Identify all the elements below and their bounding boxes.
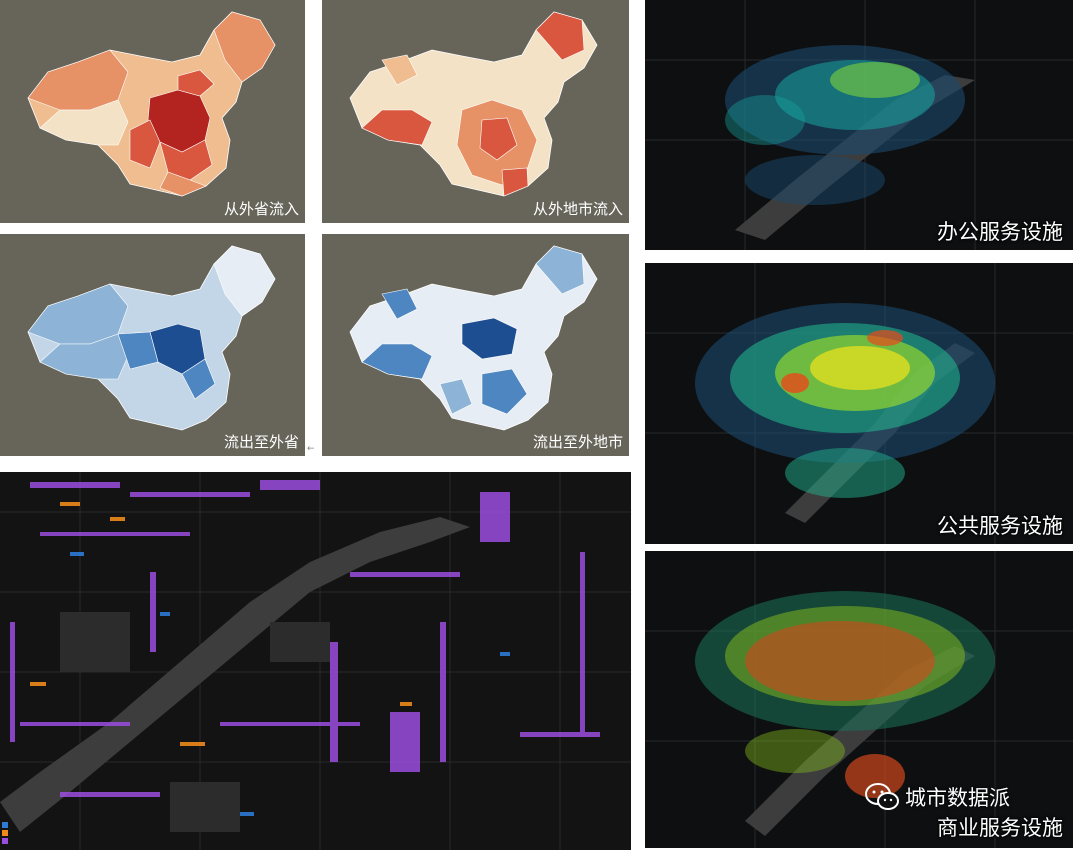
caption-office-services: 办公服务设施 (937, 220, 1063, 244)
heat-dots (725, 45, 965, 205)
purple-parcels (10, 480, 600, 797)
china-choropleth-outflow-province (27, 245, 276, 431)
map-outflow-province: 流出至外省 (0, 234, 305, 456)
heat-dots (695, 303, 995, 498)
district-block (60, 612, 130, 672)
map-office-services: 办公服务设施 (645, 0, 1073, 250)
legend-item (2, 822, 11, 828)
caption-public-services: 公共服务设施 (937, 514, 1063, 538)
china-shape (27, 11, 276, 197)
river (745, 646, 975, 836)
wechat-watermark: 城市数据派 (865, 782, 1010, 812)
map-inflow-province: 从外省流入 (0, 0, 305, 223)
landuse-canvas (0, 472, 631, 850)
china-choropleth-inflow-city (349, 11, 598, 197)
china-choropleth-inflow-province (27, 11, 276, 197)
legend-item (2, 838, 11, 844)
map-landuse-large (0, 472, 631, 850)
arrow-left-icon: ← (307, 444, 315, 454)
district-block (170, 782, 240, 832)
map-inflow-city: 从外地市流入 (322, 0, 629, 223)
map-public-services: 公共服务设施 (645, 263, 1073, 544)
wechat-icon (865, 782, 899, 812)
district-block (270, 622, 330, 662)
caption-inflow-city: 从外地市流入 (532, 200, 623, 218)
blue-parcels (70, 552, 510, 816)
heat-dots (695, 591, 995, 798)
caption-outflow-province: 流出至外省 (223, 433, 299, 451)
legend-item (2, 830, 11, 836)
map-commercial-services: 商业服务设施 (645, 551, 1073, 848)
map-legend (2, 820, 11, 844)
legend-swatch-purple (2, 838, 8, 844)
legend-swatch-blue (2, 822, 8, 828)
heatmap-commercial (645, 551, 1073, 848)
caption-outflow-city: 流出至外地市 (532, 433, 623, 451)
caption-inflow-province: 从外省流入 (223, 200, 299, 218)
map-outflow-city: 流出至外地市 (322, 234, 629, 456)
brand-name: 城市数据派 (905, 786, 1010, 810)
river (0, 517, 470, 832)
heatmap-office (645, 0, 1073, 250)
china-choropleth-outflow-city (349, 245, 598, 431)
legend-swatch-orange (2, 830, 8, 836)
caption-commercial-services: 商业服务设施 (937, 816, 1063, 840)
heatmap-public (645, 263, 1073, 544)
orange-parcels (30, 502, 412, 746)
